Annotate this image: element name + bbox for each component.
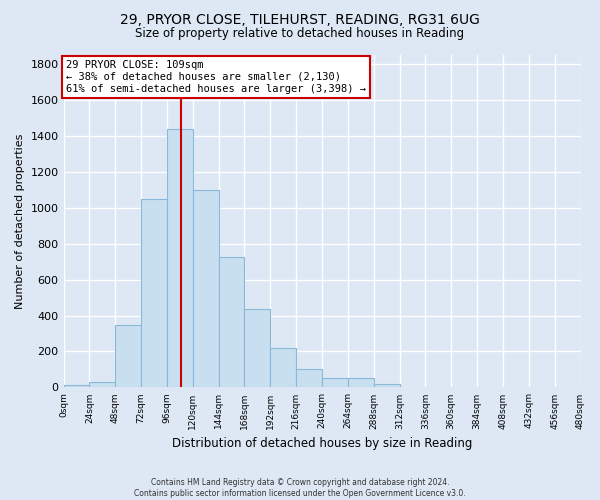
Bar — [271, 348, 296, 388]
Bar — [193, 190, 218, 388]
Bar — [218, 257, 244, 388]
Bar — [89, 382, 115, 388]
Bar — [115, 324, 141, 388]
X-axis label: Distribution of detached houses by size in Reading: Distribution of detached houses by size … — [172, 437, 472, 450]
Bar — [348, 378, 374, 388]
Y-axis label: Number of detached properties: Number of detached properties — [15, 134, 25, 309]
Bar — [167, 128, 193, 388]
Bar — [374, 384, 400, 388]
Bar — [141, 199, 167, 388]
Text: 29, PRYOR CLOSE, TILEHURST, READING, RG31 6UG: 29, PRYOR CLOSE, TILEHURST, READING, RG3… — [120, 12, 480, 26]
Text: Contains HM Land Registry data © Crown copyright and database right 2024.
Contai: Contains HM Land Registry data © Crown c… — [134, 478, 466, 498]
Bar — [400, 386, 425, 388]
Bar — [64, 384, 89, 388]
Text: Size of property relative to detached houses in Reading: Size of property relative to detached ho… — [136, 28, 464, 40]
Bar — [244, 310, 271, 388]
Text: 29 PRYOR CLOSE: 109sqm
← 38% of detached houses are smaller (2,130)
61% of semi-: 29 PRYOR CLOSE: 109sqm ← 38% of detached… — [65, 60, 365, 94]
Bar — [322, 378, 348, 388]
Bar — [296, 368, 322, 388]
